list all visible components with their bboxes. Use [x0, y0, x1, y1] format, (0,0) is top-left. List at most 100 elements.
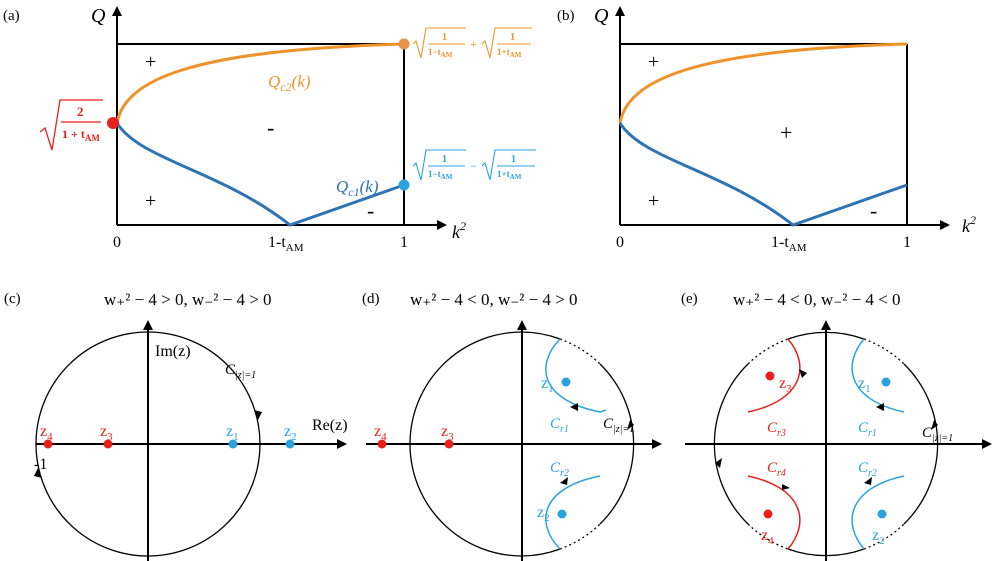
svg-text:1: 1 [510, 32, 515, 43]
panel-a-sign-bottom-right: - [367, 198, 374, 223]
panel-b: (b) Q k2 + + + - 0 1-tAM 1 [557, 5, 976, 254]
panel-e-cr4-arc [747, 475, 801, 550]
panel-e-circle-bottom [787, 548, 865, 557]
panel-b-y-label: Q [594, 5, 609, 27]
panel-a-sign-top-left: + [145, 51, 156, 73]
panel-c-unit-circle [35, 331, 261, 557]
panel-e-cr3-arc [747, 338, 801, 413]
panel-c-arrow-left [34, 468, 42, 478]
panel-d-circle-top-seg [521, 331, 561, 340]
panel-b-tick-mid: 1-tAM [771, 234, 807, 254]
panel-a-qc2-label: Qc2(k) [268, 72, 311, 94]
panel-e-z4-label: z4 [761, 527, 774, 547]
panel-e-cr3-label: Cr3 [767, 420, 786, 439]
panel-d-condition: w₊² − 4 < 0, w₋² − 4 > 0 [410, 290, 578, 309]
panel-d-cr1-arc [545, 338, 607, 413]
panel-a-x-label: k2 [452, 219, 466, 242]
panel-e-cr2-arrow [864, 477, 872, 485]
panel-a-cyan-point [398, 179, 410, 191]
panel-a-sign-middle: - [267, 115, 274, 140]
panel-a-sign-bottom-left: + [145, 190, 156, 212]
panel-e-dotted-tl [747, 338, 789, 365]
panel-b-tick-1: 1 [903, 234, 911, 251]
panel-a-tick-mid: 1-tAM [268, 234, 304, 254]
panel-e-z3-point [765, 371, 775, 381]
panel-a-qc2-curve [115, 42, 405, 124]
panel-e-z2-label: z2 [872, 527, 885, 547]
svg-text:1+tAM: 1+tAM [497, 169, 522, 181]
panel-e-label: (e) [681, 291, 698, 307]
panel-c-z3-point [103, 439, 113, 449]
panel-e-cr1-arrow [876, 403, 884, 411]
panel-d-z4-point [377, 439, 387, 449]
panel-a-cyan-formula: 1 1−tAM − 1 1+tAM [412, 149, 536, 181]
panel-e-contour-label: C|z|=1 [922, 425, 953, 444]
panel-d-label: (d) [362, 291, 380, 307]
panel-e-circle-top [787, 331, 865, 340]
panel-c-im-label: Im(z) [155, 343, 191, 360]
panel-d-z3-label: z3 [441, 423, 454, 443]
panel-e-circle-arrow-right [931, 420, 938, 430]
panel-d: (d) w₊² − 4 < 0, w₋² − 4 > 0 z1 z2 z4 z3… [362, 290, 662, 561]
panel-d-cr2-arc [545, 475, 601, 550]
panel-d-circle-bottom-seg [521, 548, 561, 557]
panel-a-orange-point [398, 38, 410, 50]
panel-e-cr3-arrow [799, 369, 807, 378]
panel-e: (e) w₊² − 4 < 0, w₋² − 4 < 0 z3 z4 [681, 290, 992, 561]
svg-text:1: 1 [442, 32, 447, 43]
panel-b-qc1-curve [618, 122, 908, 227]
panel-e-circle-arrow-left [715, 458, 722, 468]
panel-d-contour-label: C|z|=1 [603, 416, 634, 435]
panel-c-z4-point [43, 439, 53, 449]
panel-e-z1-label: z1 [858, 375, 871, 395]
panel-b-sign-middle: + [780, 120, 792, 145]
panel-b-x-label: k2 [962, 213, 976, 236]
panel-c-z1-label: z1 [226, 423, 239, 443]
panel-d-cr1-arrow [570, 403, 578, 411]
panel-a-label: (a) [3, 8, 20, 24]
panel-e-cr2-arc [851, 475, 905, 550]
panel-d-z1-point [561, 377, 571, 387]
svg-text:1−tAM: 1−tAM [428, 169, 453, 181]
panel-e-cr4-label: Cr4 [767, 460, 786, 479]
panel-d-z4-label: z4 [374, 423, 387, 443]
panel-c-condition: w₊² − 4 > 0, w₋² − 4 > 0 [104, 290, 272, 309]
panel-b-tick-0: 0 [616, 234, 624, 251]
svg-text:+: + [470, 37, 477, 51]
panel-e-cr4-arrow [782, 484, 790, 490]
panel-c-z1-point [228, 439, 238, 449]
panel-e-z1-point [881, 377, 891, 387]
panel-d-z3-point [444, 439, 454, 449]
panel-d-cr2-label: Cr2 [550, 460, 569, 479]
svg-text:1 + tAM: 1 + tAM [62, 127, 100, 143]
svg-text:1: 1 [511, 154, 516, 165]
panel-c-z4-label: z4 [40, 423, 53, 443]
panel-e-cr2-label: Cr2 [858, 460, 877, 479]
panel-d-circle-dotted-bottom [559, 523, 601, 550]
panel-c-arrow-right [254, 410, 262, 420]
svg-text:−: − [470, 159, 477, 173]
panel-a-qc1-label: Qc1(k) [336, 177, 379, 199]
panel-c-z2-point [285, 439, 295, 449]
panel-e-condition: w₊² − 4 < 0, w₋² − 4 < 0 [733, 290, 901, 309]
svg-text:2: 2 [77, 104, 84, 119]
panel-e-z4-point [763, 509, 773, 519]
panel-d-circle-dotted-top [559, 338, 601, 365]
panel-a-orange-formula: 1 1−tAM + 1 1+tAM [412, 27, 532, 59]
svg-text:1−tAM: 1−tAM [428, 47, 453, 59]
panel-a-red-formula: 2 1 + tAM [39, 99, 103, 151]
panel-d-z1-label: z1 [541, 375, 554, 395]
panel-c: (c) w₊² − 4 > 0, w₋² − 4 > 0 Im(z) Re(z)… [4, 290, 348, 561]
panel-e-dotted-tr [863, 338, 905, 365]
panel-c-minus-one: -1 [34, 456, 47, 473]
panel-d-circle-left [409, 331, 523, 557]
panel-d-circle-arrow [627, 420, 634, 430]
panel-e-z3-label: z3 [779, 375, 792, 395]
panel-b-label: (b) [557, 8, 575, 24]
panel-b-sign-bottom-left: + [648, 190, 659, 212]
panel-d-cr2-arrow [560, 477, 568, 485]
panel-e-circle-right [903, 363, 939, 525]
panel-c-label: (c) [4, 291, 21, 307]
panel-c-re-label: Re(z) [312, 417, 348, 434]
